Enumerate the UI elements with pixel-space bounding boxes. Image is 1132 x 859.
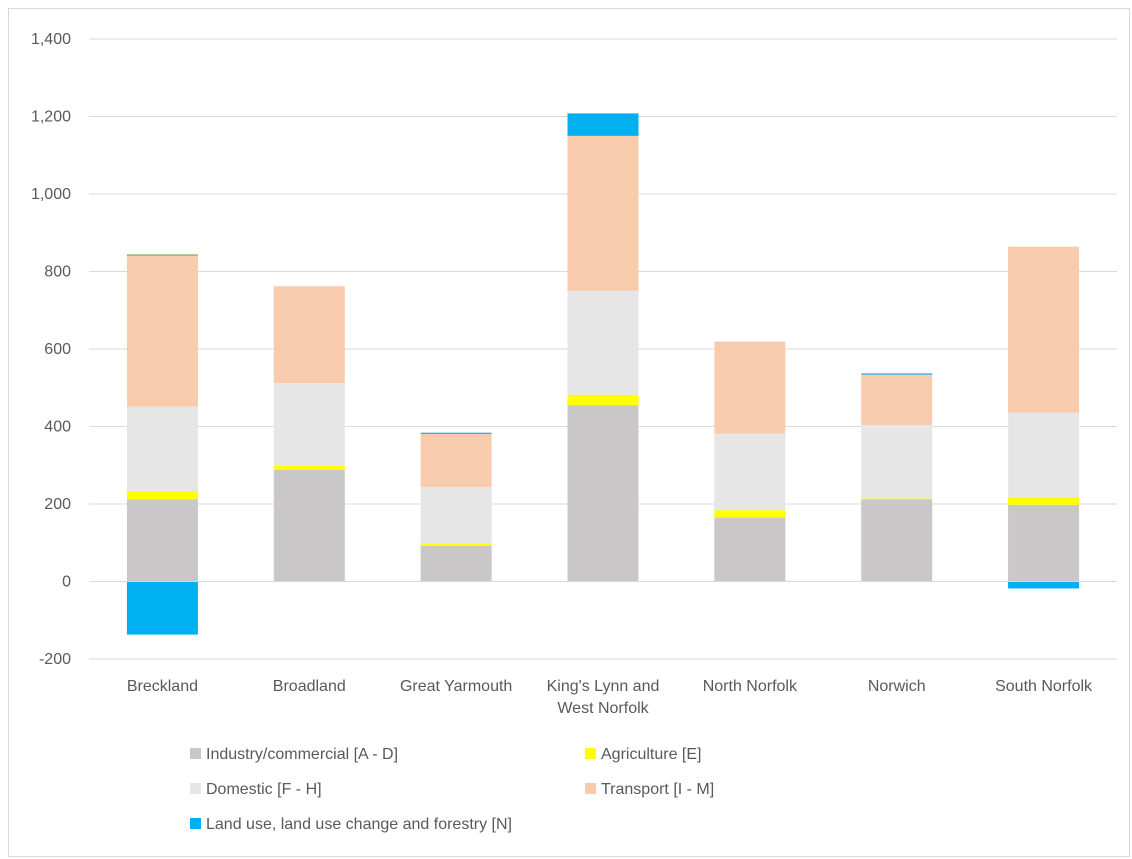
legend-label: Domestic [F - H] [206,781,322,798]
bar-segment [1008,412,1080,498]
bar-segment [567,394,639,406]
bar-segment [567,135,639,291]
legend-swatch [190,748,201,759]
bar-segment [567,290,639,395]
bar-segment [273,383,345,466]
bar-segment [126,581,198,635]
legend-label: Industry/commercial [A - D] [206,746,398,763]
bar-segment [420,543,492,546]
x-category-label: Breckland [127,678,198,695]
x-axis: Breckland Broadland Great Yarmouth King's L… [127,678,1093,717]
x-category-label: Norwich [868,678,926,695]
y-tick-label: 400 [44,419,71,436]
bar-segment [567,113,639,136]
bars [126,113,1080,635]
legend-swatch [585,783,596,794]
x-category-label: North Norfolk [703,678,798,695]
x-category-label: South Norfolk [995,678,1093,695]
x-category-label: Great Yarmouth [400,678,512,695]
bar-segment [714,517,786,582]
bar-segment [861,498,933,500]
legend-label: Agriculture [E] [601,746,701,763]
bar-segment [420,432,492,434]
bar-segment [861,499,933,582]
bar-segment [1008,581,1080,589]
bar-segment [1008,497,1080,505]
bar-segment [714,341,786,434]
legend-swatch [190,783,201,794]
chart-frame: -200 0 200 400 600 800 1,000 1,200 1,400 Brecklan… [8,8,1130,857]
legend: Industry/commercial [A - D] Agriculture [… [190,746,714,833]
bar-segment [861,424,933,499]
y-tick-label: 1,200 [31,109,71,126]
bar-segment [567,405,639,582]
legend-swatch [190,818,201,829]
x-category-label: King's Lynn and [547,678,660,695]
bar-segment [714,433,786,511]
bar-segment [420,545,492,582]
y-tick-label: 200 [44,496,71,513]
bar-segment [126,490,198,500]
bar-segment [126,255,198,407]
x-category-label: West Norfolk [557,700,649,717]
y-tick-label: 1,400 [31,31,71,48]
y-tick-label: -200 [39,651,71,668]
stacked-bar-chart: -200 0 200 400 600 800 1,000 1,200 1,400 Brecklan… [31,31,1117,833]
y-tick-label: 600 [44,341,71,358]
bar-segment [273,286,345,384]
bar-segment [420,433,492,487]
bar-segment [420,486,492,544]
bar-segment [126,499,198,582]
bar-segment [1008,246,1080,413]
bar-segment [273,469,345,582]
bar-segment [861,373,933,375]
bar-segment [273,465,345,470]
bar-segment [126,254,198,256]
bar-segment [861,374,933,425]
y-axis: -200 0 200 400 600 800 1,000 1,200 1,400 [31,31,71,668]
legend-label: Transport [I - M] [601,781,714,798]
y-tick-label: 1,000 [31,186,71,203]
y-tick-label: 800 [44,264,71,281]
bar-segment [1008,504,1080,582]
x-category-label: Broadland [273,678,346,695]
y-tick-label: 0 [62,574,71,591]
bar-segment [714,510,786,518]
legend-label: Land use, land use change and forestry [… [206,816,512,833]
legend-swatch [585,748,596,759]
bar-segment [126,406,198,491]
